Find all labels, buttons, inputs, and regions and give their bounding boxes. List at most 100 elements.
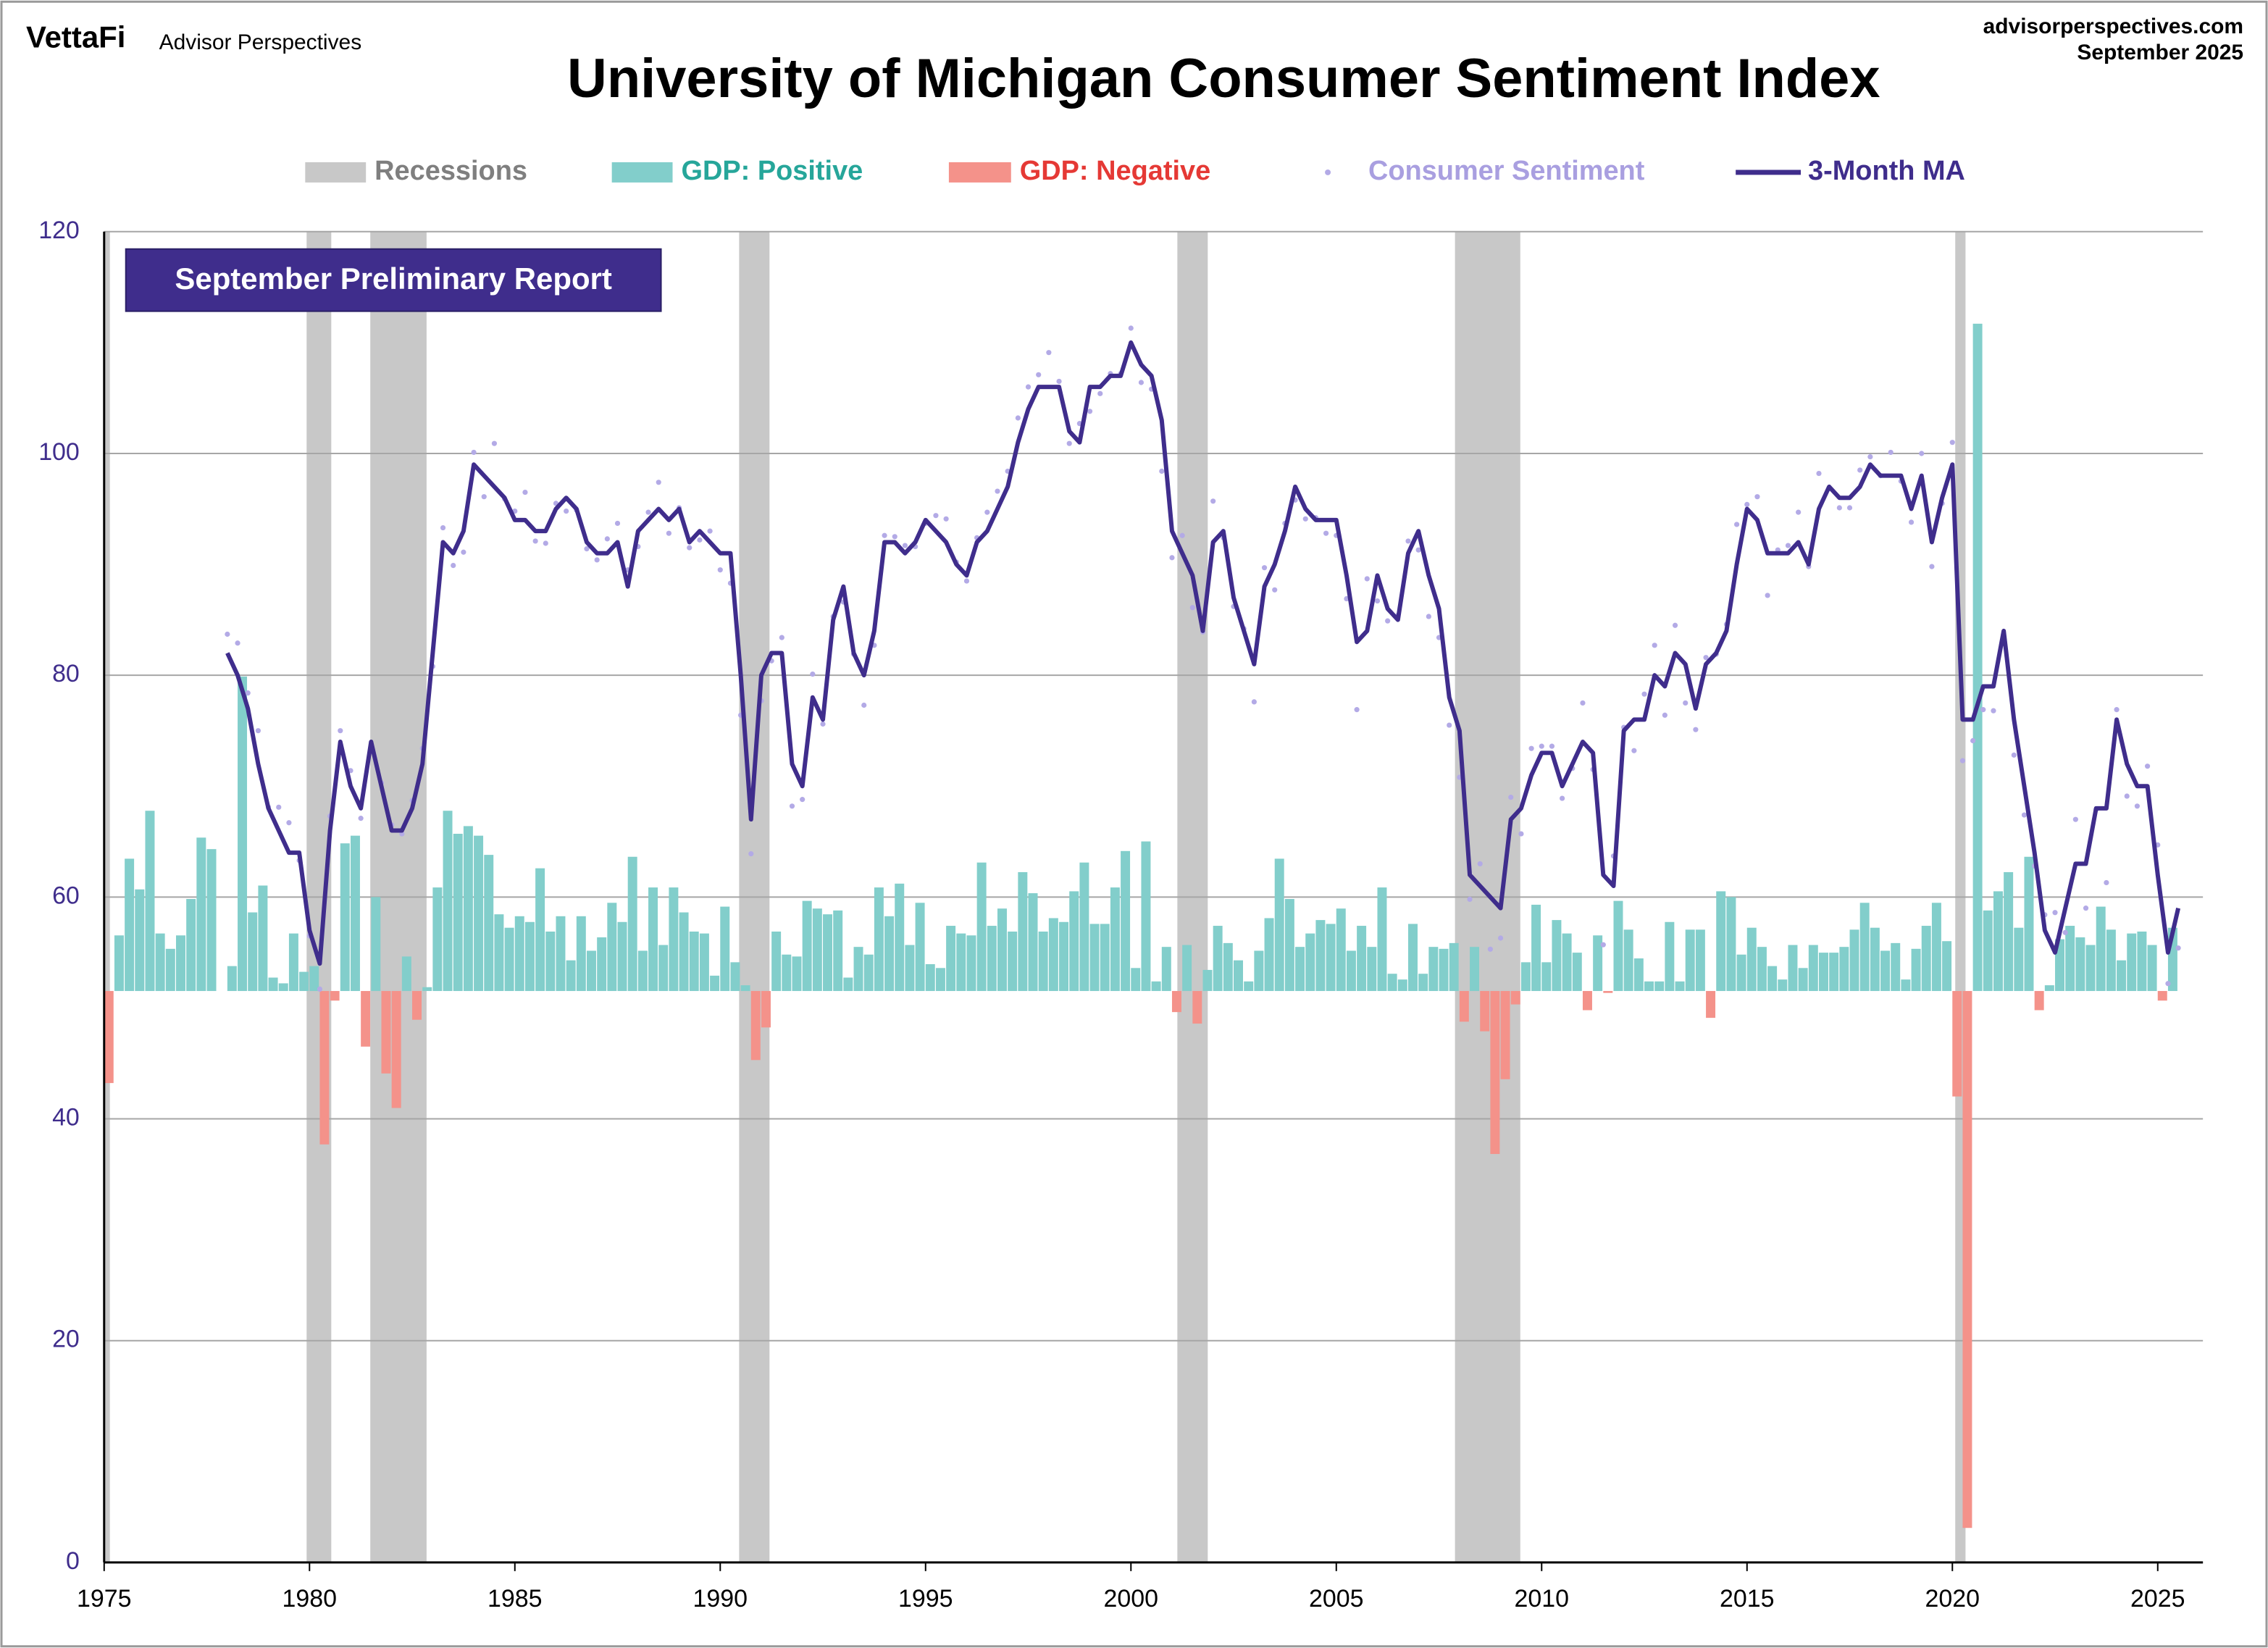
gdp-positive-bar	[812, 908, 822, 992]
sentiment-dot	[1189, 605, 1195, 611]
sentiment-dot	[2021, 812, 2028, 818]
gdp-negative-bar	[412, 991, 422, 1020]
ma-line	[225, 340, 2181, 966]
y-tick-label: 100	[38, 438, 80, 466]
gdp-positive-bar	[802, 900, 812, 992]
gdp-positive-bar	[1623, 929, 1633, 992]
sentiment-dot	[1467, 896, 1473, 902]
sentiment-dot	[255, 728, 261, 734]
gdp-positive-bar	[1397, 979, 1407, 992]
sentiment-dot	[943, 516, 949, 522]
sentiment-dot	[1354, 707, 1360, 713]
sentiment-dot	[1539, 743, 1544, 749]
gdp-positive-bar	[1048, 918, 1058, 992]
sentiment-dot	[1056, 378, 1062, 385]
gdp-positive-bar	[1069, 891, 1079, 992]
brand: Advisor Perspectives	[159, 30, 362, 54]
sentiment-dot	[1385, 618, 1391, 624]
gdp-positive-bar	[915, 903, 925, 992]
gdp-positive-bar	[1284, 898, 1294, 992]
gdp-positive-bar	[248, 912, 258, 992]
sentiment-dot	[594, 557, 600, 563]
gdp-negative-bar	[750, 991, 761, 1061]
sentiment-dot	[1888, 449, 1894, 456]
gdp-positive-bar	[1921, 926, 1931, 992]
gdp-positive-bar	[196, 837, 206, 992]
sentiment-dot	[687, 545, 692, 551]
gdp-positive-bar	[371, 897, 381, 992]
sentiment-dot	[1631, 748, 1637, 753]
gdp-positive-bar	[1110, 887, 1120, 992]
gdp-positive-bar	[1244, 981, 1254, 992]
sentiment-dot	[481, 494, 487, 500]
gdp-negative-bar	[1459, 991, 1469, 1022]
sentiment-dot	[1816, 470, 1822, 477]
chart-title: University of Michigan Consumer Sentimen…	[567, 48, 1880, 109]
gdp-positive-bar	[2014, 927, 2024, 992]
x-tick-label: 2005	[1309, 1585, 1364, 1613]
annotation-box	[125, 248, 662, 312]
gdp-positive-bar	[2106, 929, 2116, 992]
gdp-positive-bar	[1038, 931, 1048, 992]
sentiment-dot	[1159, 468, 1165, 474]
gdp-negative-bar	[1582, 991, 1592, 1011]
gdp-positive-bar	[1859, 903, 1870, 992]
x-tick-label: 1985	[488, 1585, 543, 1613]
gdp-negative-bar	[1510, 991, 1520, 1005]
gdp-positive-bar	[874, 887, 884, 992]
gdp-positive-bar	[658, 945, 669, 992]
gdp-positive-bar	[165, 948, 175, 992]
sentiment-dot	[2011, 752, 2017, 758]
gdp-positive-bar	[1264, 918, 1274, 992]
sentiment-dot	[2165, 981, 2171, 987]
gdp-positive-bar	[946, 926, 956, 992]
gdp-negative-bar	[1706, 991, 1716, 1019]
gdp-positive-bar	[1367, 947, 1377, 992]
legend-swatch	[611, 162, 673, 183]
y-tick-label: 120	[38, 217, 80, 244]
y-tick-label: 60	[52, 882, 80, 909]
sentiment-dot	[1046, 350, 1052, 356]
gdp-positive-bar	[566, 960, 576, 992]
sentiment-dot	[1929, 564, 1935, 569]
gdp-positive-bar	[206, 849, 217, 992]
gdp-positive-bar	[2024, 856, 2034, 992]
x-tick-label: 2000	[1104, 1585, 1159, 1613]
legend-label: GDP: Positive	[681, 156, 863, 186]
sentiment-dot	[1415, 547, 1421, 553]
sentiment-dot	[235, 640, 240, 646]
sentiment-dot	[1600, 942, 1606, 948]
gdp-positive-bar	[1346, 950, 1356, 992]
gdp-negative-bar	[1500, 991, 1510, 1079]
gdp-positive-bar	[1818, 953, 1828, 992]
sentiment-dot	[820, 721, 826, 727]
gdp-positive-bar	[833, 910, 843, 992]
gdp-positive-bar	[699, 933, 709, 992]
sentiment-dot	[1703, 655, 1709, 661]
date: September 2025	[2077, 41, 2243, 64]
sentiment-dot	[1672, 622, 1678, 628]
sentiment-dot	[1662, 712, 1667, 718]
annotation: September Preliminary Report	[175, 262, 611, 296]
x-tick-label: 1980	[283, 1585, 338, 1613]
gdp-negative-bar	[1962, 991, 1972, 1528]
sentiment-dot	[1518, 831, 1524, 837]
gdp-positive-bar	[545, 931, 556, 992]
sentiment-dot	[933, 513, 939, 519]
legend-swatch	[305, 162, 367, 183]
sentiment-dot	[1641, 691, 1647, 697]
gdp-positive-bar	[1418, 974, 1428, 992]
sentiment-dot	[1364, 576, 1370, 582]
gdp-positive-bar	[720, 906, 730, 992]
gdp-positive-bar	[1377, 887, 1387, 992]
sentiment-dot	[1765, 593, 1770, 598]
gdp-negative-bar	[1480, 991, 1490, 1032]
gdp-positive-bar	[689, 931, 699, 992]
sentiment-dot	[2114, 707, 2120, 713]
sentiment-dot	[1970, 737, 1976, 744]
sentiment-dot	[1991, 708, 1996, 714]
sentiment-dot	[810, 672, 816, 677]
gdp-positive-bar	[1439, 948, 1449, 992]
gdp-positive-bar	[1788, 945, 1798, 992]
sentiment-dot	[245, 690, 251, 696]
